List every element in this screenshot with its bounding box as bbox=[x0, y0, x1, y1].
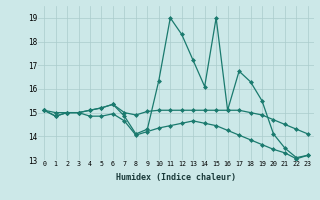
X-axis label: Humidex (Indice chaleur): Humidex (Indice chaleur) bbox=[116, 173, 236, 182]
